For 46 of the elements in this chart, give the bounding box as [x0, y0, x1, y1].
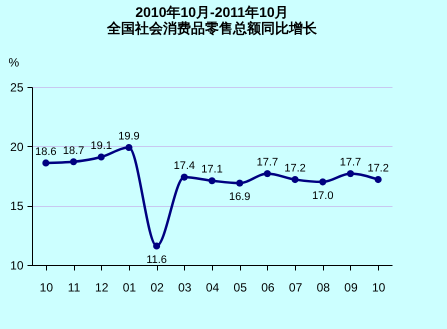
x-tick-label: 03 — [178, 280, 192, 294]
x-tick-label: 04 — [206, 280, 220, 294]
x-tick-label: 11 — [68, 280, 81, 294]
point — [42, 159, 50, 166]
text: 19.1 — [90, 140, 112, 152]
text: 17.2 — [367, 162, 389, 175]
x-tick-label: 09 — [344, 280, 358, 294]
x-tick-label: 07 — [288, 280, 303, 294]
x-tick-label: 12 — [95, 280, 109, 294]
x-tick-label: 02 — [150, 280, 164, 294]
text: 11.6 — [146, 254, 167, 266]
y-tick-label: 10 — [10, 258, 24, 272]
text: 17.7 — [340, 156, 362, 169]
text: 17.0 — [312, 190, 334, 202]
y-tick-label: 15 — [10, 199, 24, 214]
point — [319, 178, 326, 186]
point — [153, 242, 160, 250]
y-tick-label: 20 — [10, 140, 24, 154]
y-tick-label: 25 — [10, 80, 24, 94]
text: 17.1 — [201, 164, 223, 176]
point — [346, 170, 354, 178]
text: 18.6 — [35, 146, 57, 158]
text: 19.9 — [118, 130, 140, 143]
x-tick-label: 10 — [372, 280, 386, 294]
y-axis-title: % — [8, 56, 20, 70]
point — [180, 174, 188, 181]
point — [292, 176, 299, 184]
point — [125, 144, 132, 152]
x-tick-label: 10 — [40, 280, 54, 294]
text: 17.2 — [284, 162, 306, 175]
text: 全国社会消费品零售总额同比增长 — [107, 20, 317, 36]
point — [236, 180, 244, 187]
point — [208, 177, 216, 184]
point — [264, 170, 271, 178]
text: 18.7 — [62, 144, 84, 157]
text: 16.9 — [228, 191, 250, 204]
text: 17.4 — [174, 160, 196, 172]
x-tick-label: 08 — [316, 280, 330, 294]
text: 2010年10月-2011年10月 — [135, 4, 289, 20]
x-tick-label: 01 — [122, 280, 136, 294]
point — [70, 158, 78, 166]
x-tick-label: 05 — [234, 280, 248, 294]
text: 17.7 — [256, 156, 278, 169]
point — [374, 176, 382, 184]
point — [98, 153, 105, 161]
x-tick-label: 06 — [261, 280, 275, 294]
